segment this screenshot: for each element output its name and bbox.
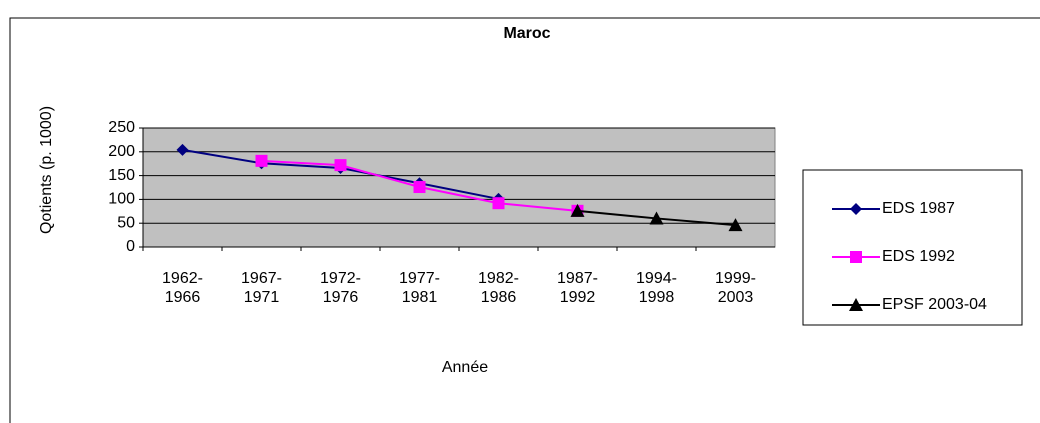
x-tick-label: 1977-1981 xyxy=(399,270,440,306)
marker xyxy=(176,143,189,156)
marker xyxy=(492,197,505,210)
y-tick-label: 150 xyxy=(108,167,135,184)
x-tick-label: 1972-1976 xyxy=(320,270,361,306)
x-tick-label: 1994-1998 xyxy=(636,270,677,306)
x-tick-label: 1987-1992 xyxy=(557,270,598,306)
marker xyxy=(570,203,585,217)
plot-area xyxy=(142,127,776,248)
legend-label: EDS 1987 xyxy=(882,200,955,217)
marker xyxy=(413,181,426,194)
marker xyxy=(334,159,347,172)
x-tick-label: 1967-1971 xyxy=(241,270,282,306)
marker xyxy=(255,154,268,167)
y-tick-label: 50 xyxy=(117,214,135,231)
legend-label: EDS 1992 xyxy=(882,248,955,265)
x-tick-label: 1982-1986 xyxy=(478,270,519,306)
marker xyxy=(728,218,743,232)
legend-label: EPSF 2003-04 xyxy=(882,296,987,313)
marker xyxy=(850,251,862,263)
y-axis-label: Qotients (p. 1000) xyxy=(38,106,55,234)
y-tick-label: 0 xyxy=(126,238,135,255)
x-tick-label: 1962-1966 xyxy=(162,270,203,306)
y-tick-label: 100 xyxy=(108,191,135,208)
legend-box xyxy=(802,169,1023,326)
y-tick-label: 250 xyxy=(108,119,135,136)
chart-title: Maroc xyxy=(503,25,550,42)
x-tick-label: 1999-2003 xyxy=(715,270,756,306)
marker xyxy=(849,298,863,311)
x-axis-label: Année xyxy=(442,359,488,376)
y-tick-label: 200 xyxy=(108,143,135,160)
marker xyxy=(850,203,862,215)
marker xyxy=(649,211,664,225)
